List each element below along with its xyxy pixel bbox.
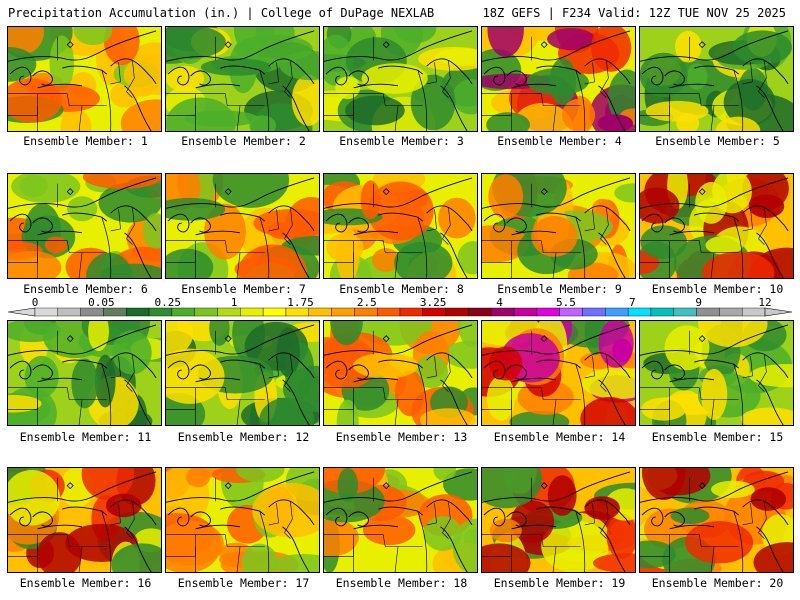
ensemble-member-caption: Ensemble Member: 17	[177, 576, 310, 590]
scale-swatch	[719, 307, 743, 317]
ensemble-member-map	[481, 26, 636, 132]
scale-tick-label: 1	[230, 296, 238, 309]
scale-swatch	[171, 307, 195, 317]
scale-swatch	[126, 307, 150, 317]
ensemble-member-caption: Ensemble Member: 16	[19, 576, 152, 590]
ensemble-member-caption: Ensemble Member: 1	[23, 134, 148, 148]
scale-tick-label: 2.5	[356, 296, 377, 309]
ensemble-member-caption: Ensemble Member: 20	[651, 576, 784, 590]
run-info: 18Z GEFS | F234 Valid: 12Z TUE NOV 25 20…	[482, 6, 786, 20]
scale-swatch	[103, 307, 127, 317]
ensemble-member-caption: Ensemble Member: 15	[651, 430, 784, 444]
scale-tick-label: 4	[496, 296, 503, 309]
scale-swatch	[468, 307, 492, 317]
ensemble-member-caption: Ensemble Member: 6	[23, 282, 148, 296]
scale-swatch	[627, 307, 652, 317]
ensemble-member-caption: Ensemble Member: 11	[19, 430, 152, 444]
scale-swatch	[582, 307, 606, 317]
ensemble-member-caption: Ensemble Member: 4	[497, 134, 622, 148]
scale-swatch	[422, 307, 446, 317]
scale-swatch	[605, 307, 629, 317]
scale-swatch	[354, 307, 378, 317]
ensemble-member-caption: Ensemble Member: 18	[335, 576, 468, 590]
ensemble-member-caption: Ensemble Member: 9	[497, 282, 622, 296]
ensemble-member-map	[639, 173, 794, 279]
ensemble-member-caption: Ensemble Member: 2	[181, 134, 306, 148]
ensemble-member-map	[165, 26, 320, 132]
scale-swatch	[513, 307, 538, 317]
ensemble-member-map	[323, 320, 478, 426]
ensemble-member-map	[165, 320, 320, 426]
ensemble-member-map	[323, 467, 478, 573]
ensemble-member-caption: Ensemble Member: 19	[493, 576, 626, 590]
ensemble-member-map	[7, 320, 162, 426]
scale-tick-label: 0	[31, 296, 39, 309]
scale-swatch	[696, 307, 720, 317]
ensemble-member-map	[481, 320, 636, 426]
scale-swatch	[491, 307, 515, 317]
ensemble-member-map	[7, 173, 162, 279]
ensemble-member-caption: Ensemble Member: 8	[339, 282, 464, 296]
ensemble-member-map	[7, 26, 162, 132]
scale-min-arrow	[7, 307, 36, 317]
ensemble-member-map	[165, 467, 320, 573]
ensemble-member-caption: Ensemble Member: 7	[181, 282, 306, 296]
scale-tick-label: 9	[695, 296, 702, 309]
ensemble-member-map	[165, 173, 320, 279]
scale-tick-label: 1.75	[287, 296, 314, 309]
ensemble-member-caption: Ensemble Member: 14	[493, 430, 626, 444]
scale-swatch	[741, 307, 766, 317]
ensemble-member-map	[323, 173, 478, 279]
scale-swatch	[148, 307, 173, 317]
scale-swatch	[559, 307, 583, 317]
scale-swatch	[308, 307, 332, 317]
scale-swatch	[80, 307, 104, 317]
scale-swatch	[376, 307, 401, 317]
scale-swatch	[57, 307, 81, 317]
ensemble-member-map	[639, 467, 794, 573]
ensemble-member-map	[7, 467, 162, 573]
scale-swatch	[650, 307, 674, 317]
scale-swatch	[445, 307, 469, 317]
ensemble-member-caption: Ensemble Member: 5	[655, 134, 780, 148]
scale-swatch	[673, 307, 697, 317]
scale-swatch	[399, 307, 424, 317]
scale-tick-label: 3.25	[419, 296, 447, 309]
scale-swatch	[34, 307, 59, 317]
page-title: Precipitation Accumulation (in.) | Colle…	[8, 6, 435, 20]
scale-swatch	[217, 307, 241, 317]
scale-swatch	[285, 307, 309, 317]
ensemble-member-map	[639, 320, 794, 426]
ensemble-member-map	[481, 173, 636, 279]
scale-tick-label: 7	[628, 296, 636, 309]
scale-swatch	[194, 307, 218, 317]
ensemble-member-map	[481, 467, 636, 573]
scale-tick-label: 0.05	[88, 296, 115, 309]
scale-swatch	[262, 307, 287, 317]
ensemble-member-map	[639, 26, 794, 132]
color-scale-bar	[7, 307, 793, 317]
scale-tick-label: 0.25	[154, 296, 181, 309]
scale-tick-label: 5.5	[555, 296, 576, 309]
scale-max-arrow	[764, 307, 793, 317]
ensemble-member-caption: Ensemble Member: 3	[339, 134, 464, 148]
scale-tick-label: 12	[758, 296, 772, 309]
ensemble-member-caption: Ensemble Member: 13	[335, 430, 468, 444]
ensemble-member-caption: Ensemble Member: 12	[177, 430, 310, 444]
ensemble-member-caption: Ensemble Member: 10	[651, 282, 784, 296]
scale-swatch	[536, 307, 560, 317]
ensemble-member-map	[323, 26, 478, 132]
scale-swatch	[240, 307, 264, 317]
scale-swatch	[331, 307, 355, 317]
